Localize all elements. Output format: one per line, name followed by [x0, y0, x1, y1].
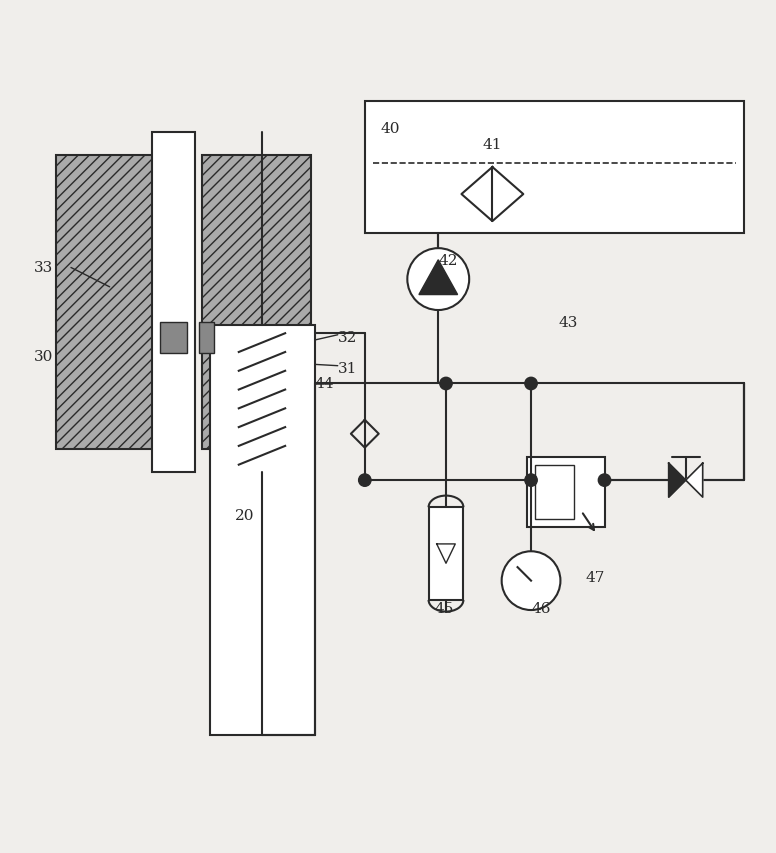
Text: 32: 32	[338, 331, 357, 345]
Text: 20: 20	[235, 508, 255, 522]
Circle shape	[407, 249, 469, 310]
Text: 41: 41	[483, 137, 502, 152]
Bar	[535, 465, 573, 519]
Text: 43: 43	[558, 316, 577, 329]
Bar	[527, 457, 605, 527]
Circle shape	[359, 474, 371, 487]
Text: 31: 31	[338, 362, 357, 375]
Bar	[152, 133, 195, 473]
Circle shape	[525, 378, 537, 390]
Text: 42: 42	[438, 253, 458, 268]
Polygon shape	[419, 260, 458, 295]
Bar	[210, 326, 314, 735]
Text: 40: 40	[380, 122, 400, 136]
Bar	[160, 322, 187, 353]
Polygon shape	[669, 463, 686, 497]
Bar	[428, 508, 463, 601]
Bar	[203, 156, 310, 450]
Text: 45: 45	[435, 601, 454, 615]
Bar	[199, 322, 214, 353]
Circle shape	[501, 552, 560, 610]
Bar	[56, 156, 164, 450]
Circle shape	[598, 474, 611, 487]
Circle shape	[440, 378, 452, 390]
Text: 33: 33	[34, 261, 54, 276]
Text: 30: 30	[34, 350, 54, 364]
Circle shape	[525, 474, 537, 487]
Text: 46: 46	[531, 601, 550, 615]
Bar	[365, 102, 743, 234]
Text: 47: 47	[585, 570, 605, 584]
Text: 44: 44	[314, 377, 334, 391]
Polygon shape	[686, 463, 703, 497]
